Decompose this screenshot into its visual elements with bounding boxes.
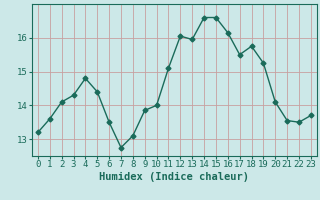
X-axis label: Humidex (Indice chaleur): Humidex (Indice chaleur) [100, 172, 249, 182]
